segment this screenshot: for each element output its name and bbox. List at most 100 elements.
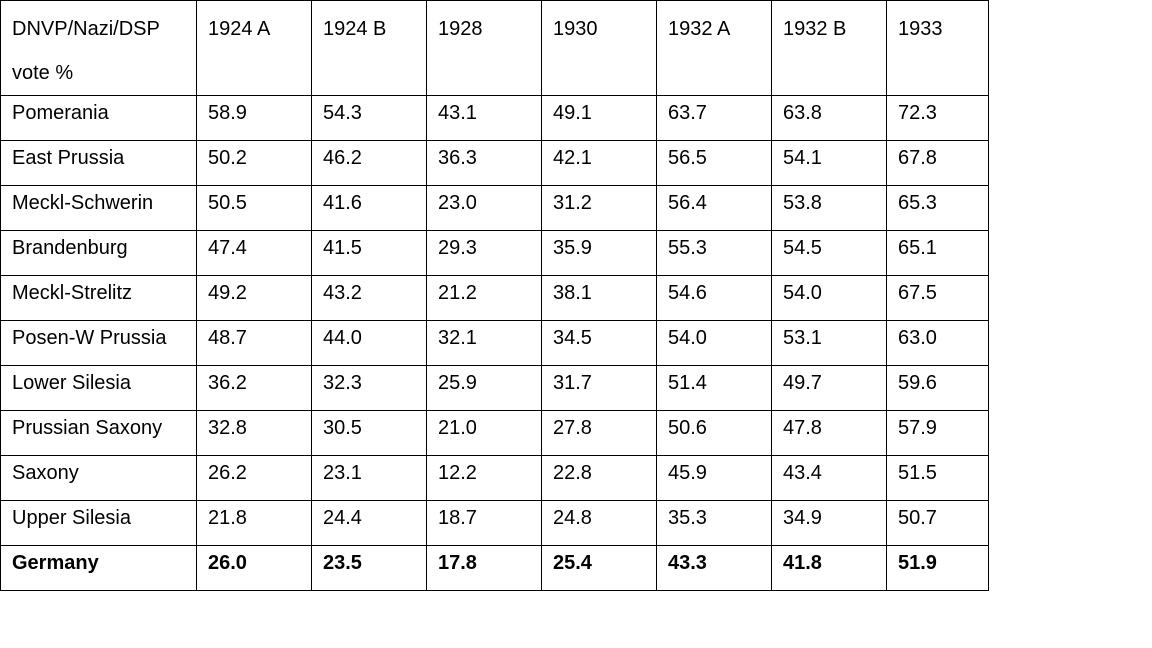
value-cell: 54.5 (771, 230, 887, 276)
table-row: Prussian Saxony 32.8 30.5 21.0 27.8 50.6 47.8 5… (0, 410, 989, 456)
value-cell: 58.9 (196, 95, 312, 141)
vote-percent-value: 44.0 (323, 327, 362, 349)
vote-percent-value: 55.3 (668, 237, 707, 259)
table-row: Lower Silesia 36.2 32.3 25.9 31.7 51.4 49.7 59.… (0, 365, 989, 411)
region-cell: Lower Silesia (0, 365, 197, 411)
table-row: Brandenburg 47.4 41.5 29.3 35.9 55.3 54.5 65.1 (0, 230, 989, 276)
column-header-label: 1932 A (668, 18, 731, 40)
value-cell: 32.8 (196, 410, 312, 456)
value-cell: 50.5 (196, 185, 312, 231)
vote-percent-value: 23.1 (323, 462, 362, 484)
column-header-label: 1933 (898, 18, 943, 40)
value-cell: 55.3 (656, 230, 772, 276)
column-header-cell: 1932 A (656, 0, 772, 96)
vote-percent-value: 31.2 (553, 192, 592, 214)
vote-percent-value: 48.7 (208, 327, 247, 349)
vote-percent-value: 29.3 (438, 237, 477, 259)
value-cell: 63.8 (771, 95, 887, 141)
value-cell: 29.3 (426, 230, 542, 276)
vote-percent-value: 21.2 (438, 282, 477, 304)
region-label: Prussian Saxony (12, 417, 163, 439)
value-cell: 51.4 (656, 365, 772, 411)
value-cell: 24.4 (311, 500, 427, 546)
vote-percent-value: 43.1 (438, 102, 477, 124)
value-cell: 56.5 (656, 140, 772, 186)
region-label: Saxony (12, 462, 79, 484)
vote-percent-value: 24.4 (323, 507, 362, 529)
vote-percent-value: 54.0 (668, 327, 707, 349)
column-header-cell: 1924 B (311, 0, 427, 96)
value-cell: 45.9 (656, 455, 772, 501)
vote-percent-value: 43.2 (323, 282, 362, 304)
value-cell: 50.2 (196, 140, 312, 186)
vote-percent-value: 22.8 (553, 462, 592, 484)
value-cell: 63.0 (886, 320, 989, 366)
value-cell: 32.1 (426, 320, 542, 366)
region-cell: Prussian Saxony (0, 410, 197, 456)
value-cell: 17.8 (426, 545, 542, 591)
vote-percent-value: 63.7 (668, 102, 707, 124)
region-label: Upper Silesia (12, 507, 131, 529)
value-cell: 41.5 (311, 230, 427, 276)
vote-percent-value: 67.5 (898, 282, 937, 304)
value-cell: 36.2 (196, 365, 312, 411)
vote-percent-value: 18.7 (438, 507, 477, 529)
value-cell: 46.2 (311, 140, 427, 186)
vote-percent-value: 21.8 (208, 507, 247, 529)
vote-percent-value: 51.9 (898, 552, 937, 574)
vote-percent-value: 45.9 (668, 462, 707, 484)
vote-percent-value: 25.4 (553, 552, 592, 574)
vote-percent-value: 36.2 (208, 372, 247, 394)
vote-percent-value: 38.1 (553, 282, 592, 304)
vote-percent-value: 56.5 (668, 147, 707, 169)
vote-percent-value: 17.8 (438, 552, 477, 574)
value-cell: 26.0 (196, 545, 312, 591)
column-header-cell: 1932 B (771, 0, 887, 96)
value-cell: 12.2 (426, 455, 542, 501)
value-cell: 43.3 (656, 545, 772, 591)
value-cell: 47.4 (196, 230, 312, 276)
value-cell: 32.3 (311, 365, 427, 411)
value-cell: 54.1 (771, 140, 887, 186)
region-label: Lower Silesia (12, 372, 131, 394)
value-cell: 48.7 (196, 320, 312, 366)
vote-percent-value: 47.4 (208, 237, 247, 259)
table-body: DNVP/Nazi/DSP vote % 1924 A 1924 B 1928 193… (0, 0, 989, 591)
value-cell: 65.3 (886, 185, 989, 231)
value-cell: 54.0 (771, 275, 887, 321)
region-label: Germany (12, 552, 99, 574)
vote-percent-value: 51.5 (898, 462, 937, 484)
value-cell: 53.8 (771, 185, 887, 231)
vote-percent-value: 42.1 (553, 147, 592, 169)
value-cell: 25.4 (541, 545, 657, 591)
vote-percent-value: 34.9 (783, 507, 822, 529)
value-cell: 21.2 (426, 275, 542, 321)
vote-percent-value: 32.3 (323, 372, 362, 394)
value-cell: 31.7 (541, 365, 657, 411)
column-header-label: 1924 B (323, 18, 387, 40)
value-cell: 47.8 (771, 410, 887, 456)
table-row: East Prussia 50.2 46.2 36.3 42.1 56.5 54.1 67.8 (0, 140, 989, 186)
value-cell: 18.7 (426, 500, 542, 546)
vote-percent-value: 50.2 (208, 147, 247, 169)
vote-percent-value: 26.0 (208, 552, 247, 574)
table-row: Meckl-Strelitz 49.2 43.2 21.2 38.1 54.6 54.0 67… (0, 275, 989, 321)
value-cell: 49.7 (771, 365, 887, 411)
value-cell: 34.9 (771, 500, 887, 546)
vote-share-table: DNVP/Nazi/DSP vote % 1924 A 1924 B 1928 193… (0, 0, 989, 591)
vote-percent-value: 54.0 (783, 282, 822, 304)
vote-percent-value: 49.7 (783, 372, 822, 394)
value-cell: 67.5 (886, 275, 989, 321)
value-cell: 53.1 (771, 320, 887, 366)
vote-percent-value: 51.4 (668, 372, 707, 394)
column-header-cell: 1924 A (196, 0, 312, 96)
vote-percent-value: 30.5 (323, 417, 362, 439)
region-cell: Meckl-Schwerin (0, 185, 197, 231)
value-cell: 35.3 (656, 500, 772, 546)
table-row: Saxony 26.2 23.1 12.2 22.8 45.9 43.4 51.5 (0, 455, 989, 501)
region-label: Brandenburg (12, 237, 128, 259)
region-label: Posen-W Prussia (12, 327, 167, 349)
value-cell: 21.0 (426, 410, 542, 456)
region-cell: Posen-W Prussia (0, 320, 197, 366)
value-cell: 23.0 (426, 185, 542, 231)
